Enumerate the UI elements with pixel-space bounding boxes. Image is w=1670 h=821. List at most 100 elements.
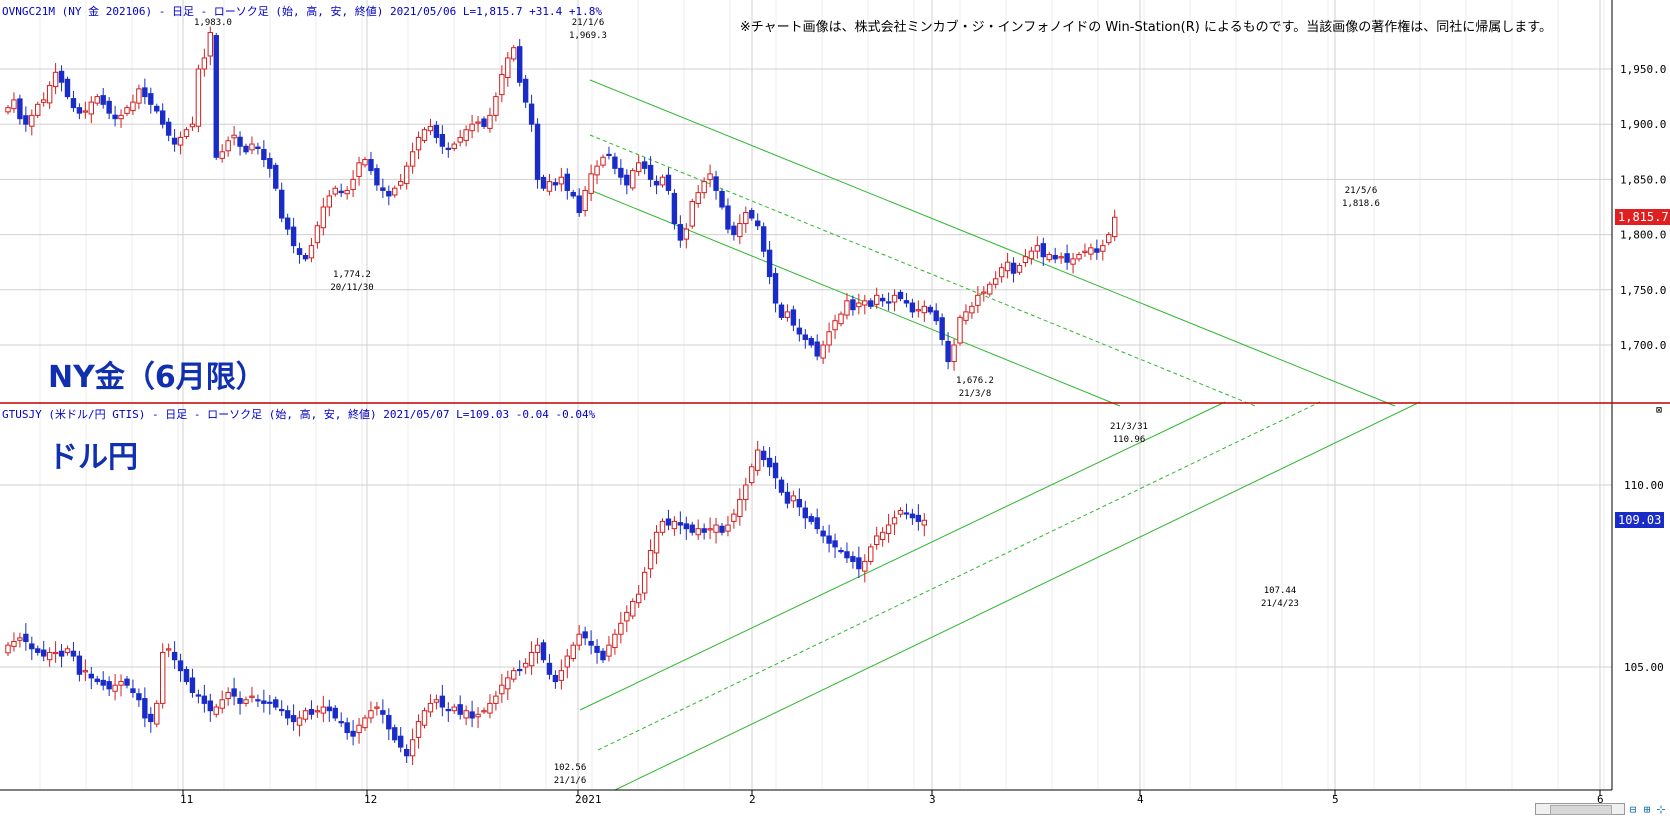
gold-channel-upper	[589, 79, 1396, 407]
usdjpy-candle	[576, 633, 582, 646]
usdjpy-candle	[552, 674, 559, 683]
gold-candle	[124, 107, 130, 114]
tick-labels: 11 12 2021 2 3 4 5 6 1,950.0 1,900.0 1,850.0 1,800.…	[180, 63, 1666, 806]
gold-candle	[832, 320, 838, 331]
gold-candle	[802, 334, 808, 340]
gold-candle	[439, 133, 446, 147]
x-tick-label: 2	[749, 793, 756, 806]
gold-candle	[493, 96, 499, 116]
usdjpy-candle	[594, 645, 600, 653]
gold-candle	[302, 254, 309, 260]
fit-icon[interactable]: ⊹	[1656, 803, 1666, 816]
gold-candle	[76, 107, 83, 114]
gold-candle	[17, 98, 23, 120]
usdjpy-candle	[392, 727, 398, 741]
gold-candle	[284, 217, 291, 230]
gold-candle	[784, 311, 791, 318]
gold-candle	[189, 123, 196, 128]
usdjpy-trend-channel	[579, 401, 1421, 791]
gold-candle	[273, 164, 279, 189]
usdjpy-candle	[790, 495, 797, 502]
gold-candle	[409, 151, 416, 167]
zoom-in-icon[interactable]: ⊞	[1643, 803, 1651, 816]
usdjpy-candles	[5, 440, 927, 766]
gold-candle	[1010, 262, 1017, 274]
gold-candle	[23, 115, 29, 125]
grid-lines	[0, 0, 1612, 790]
usdjpy-candle	[11, 641, 17, 647]
usdjpy-candle	[46, 651, 53, 661]
usdjpy-candle	[243, 699, 249, 704]
gold-candle	[296, 248, 303, 255]
close-panel-icon[interactable]: ⊠	[1655, 405, 1663, 416]
gold-candle	[993, 278, 999, 285]
usdjpy-candle	[760, 450, 767, 461]
copyright-note: ※チャート画像は、株式会社ミンカブ・ジ・インフォノイドの Win-Station…	[739, 20, 1552, 35]
gold-candle	[731, 225, 737, 236]
gold-candle	[29, 114, 35, 127]
usdjpy-candle	[540, 642, 547, 661]
usdjpy-candle	[505, 677, 511, 690]
usdjpy-channel-lower	[614, 401, 1421, 791]
usdjpy-candle	[772, 462, 779, 479]
usdjpy-candle	[582, 631, 588, 639]
usdjpy-candle	[528, 651, 535, 667]
usdjpy-candle	[386, 715, 392, 730]
gold-candle	[885, 301, 892, 304]
x-tick-label: 5	[1332, 793, 1339, 806]
gold-candle	[945, 340, 951, 363]
gold-candle	[653, 180, 660, 186]
usdjpy-candle	[374, 706, 380, 709]
usdjpy-candle	[314, 710, 321, 713]
usdjpy-candle	[88, 673, 94, 679]
gold-candle	[528, 103, 535, 125]
usdjpy-candle	[606, 644, 612, 657]
usdjpy-candle	[820, 530, 826, 537]
gold-candle	[511, 47, 517, 60]
usdjpy-candle	[909, 513, 916, 519]
usdjpy-candle	[689, 524, 695, 533]
horizontal-scrollbar[interactable]	[1535, 803, 1625, 815]
gold-candle	[344, 189, 350, 195]
usdjpy-candle	[743, 484, 749, 501]
gold-trend-channel	[589, 79, 1396, 407]
usdjpy-candle	[415, 721, 422, 738]
gold-annotation: 21/1/6	[572, 18, 605, 28]
usdjpy-channel-mid	[597, 401, 1321, 751]
gold-candle	[820, 344, 826, 359]
usdjpy-candle	[641, 571, 648, 594]
usdjpy-candle	[636, 593, 642, 604]
gold-candle	[796, 327, 803, 335]
gold-candle	[707, 173, 713, 181]
gold-candle	[695, 192, 701, 204]
gold-candle	[743, 212, 749, 225]
usdjpy-candle	[618, 622, 624, 635]
scrollbar-thumb[interactable]	[1550, 805, 1612, 815]
usdjpy-candle	[612, 633, 618, 649]
gold-annotation: 21/3/8	[959, 389, 992, 399]
gold-candle	[148, 93, 154, 105]
usdjpy-candle	[350, 730, 356, 737]
gold-annotation: 1,969.3	[569, 31, 607, 41]
usdjpy-annotation: 107.44	[1264, 586, 1297, 596]
price-annotations: 1,983.0 21/1/6 1,969.3 1,774.2 20/11/30 1,676…	[194, 18, 1380, 786]
usdjpy-candle	[534, 644, 541, 653]
gold-candle	[850, 299, 856, 311]
usdjpy-candle	[903, 512, 910, 515]
usdjpy-candle	[802, 507, 808, 519]
usdjpy-candle	[76, 655, 83, 675]
usdjpy-candle	[493, 695, 499, 704]
gold-candle	[481, 118, 487, 127]
usdjpy-panel-title: ドル円	[48, 440, 138, 475]
gold-candle	[552, 182, 559, 186]
gold-candle	[171, 137, 178, 145]
gold-candle	[1070, 258, 1076, 265]
gold-candle	[207, 32, 214, 57]
gold-candle	[868, 300, 874, 307]
usdjpy-candle	[231, 688, 237, 697]
gold-candle	[618, 167, 624, 178]
gold-candle	[951, 344, 957, 363]
gold-candle	[106, 100, 112, 114]
zoom-out-icon[interactable]: ⊟	[1629, 803, 1637, 816]
usdjpy-candle	[332, 707, 338, 719]
